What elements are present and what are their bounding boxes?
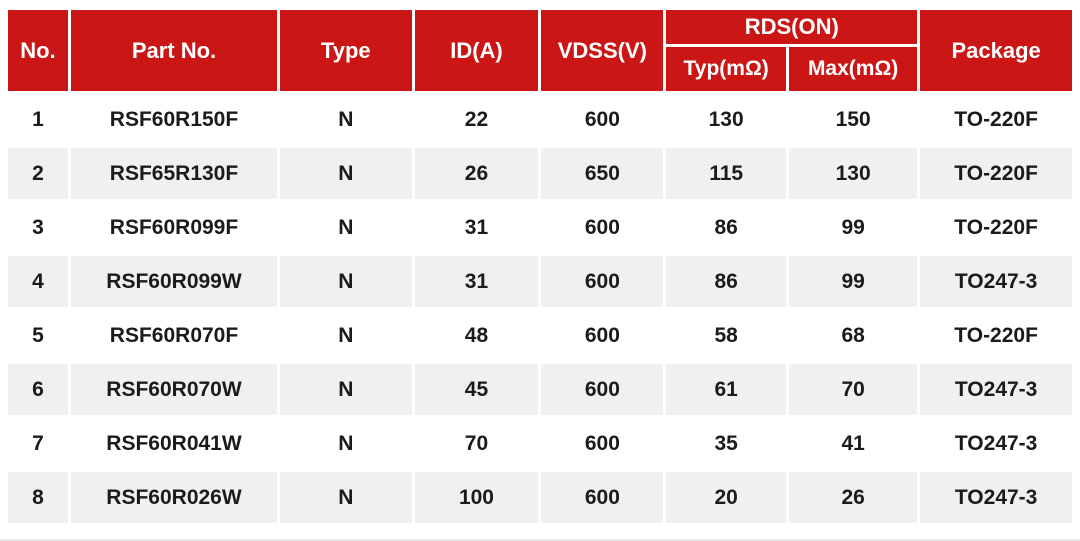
cell-package: TO-220F — [917, 145, 1075, 202]
cell-typ: 115 — [663, 145, 789, 202]
cell-package: TO247-3 — [917, 253, 1075, 310]
cell-vdss: 650 — [538, 145, 667, 202]
cell-id: 100 — [411, 469, 542, 526]
cell-no: 5 — [5, 307, 71, 364]
cell-package: TO-220F — [917, 199, 1075, 256]
cell-typ: 58 — [663, 307, 789, 364]
cell-max: 68 — [785, 307, 921, 364]
cell-id: 31 — [411, 199, 542, 256]
cell-typ: 86 — [663, 199, 789, 256]
cell-part: RSF60R099W — [67, 253, 281, 310]
cell-max: 130 — [785, 145, 921, 202]
cell-part: RSF60R026W — [67, 469, 281, 526]
table-row: 5 RSF60R070F N 48 600 58 68 TO-220F — [5, 307, 1075, 364]
cell-no: 2 — [5, 145, 71, 202]
col-header-rds-group: RDS(ON) — [663, 7, 921, 47]
cell-id: 22 — [411, 91, 542, 148]
cell-type: N — [277, 91, 415, 148]
cell-package: TO247-3 — [917, 361, 1075, 418]
col-header-id: ID(A) — [411, 7, 542, 94]
cell-no: 4 — [5, 253, 71, 310]
cell-typ: 61 — [663, 361, 789, 418]
cell-type: N — [277, 361, 415, 418]
cell-vdss: 600 — [538, 91, 667, 148]
table-row: 6 RSF60R070W N 45 600 61 70 TO247-3 — [5, 361, 1075, 418]
cell-max: 70 — [785, 361, 921, 418]
cell-no: 8 — [5, 469, 71, 526]
table-row: 3 RSF60R099F N 31 600 86 99 TO-220F — [5, 199, 1075, 256]
cell-typ: 86 — [663, 253, 789, 310]
cell-part: RSF60R070W — [67, 361, 281, 418]
cell-package: TO-220F — [917, 307, 1075, 364]
cell-type: N — [277, 415, 415, 472]
cell-vdss: 600 — [538, 253, 667, 310]
cell-id: 70 — [411, 415, 542, 472]
table-row: 1 RSF60R150F N 22 600 130 150 TO-220F — [5, 91, 1075, 148]
cell-max: 150 — [785, 91, 921, 148]
cell-type: N — [277, 469, 415, 526]
cell-typ: 130 — [663, 91, 789, 148]
col-header-type: Type — [277, 7, 415, 94]
cell-typ: 35 — [663, 415, 789, 472]
cell-package: TO-220F — [917, 91, 1075, 148]
cell-type: N — [277, 253, 415, 310]
cell-typ: 20 — [663, 469, 789, 526]
col-header-package: Package — [917, 7, 1075, 94]
cell-part: RSF60R150F — [67, 91, 281, 148]
cell-id: 31 — [411, 253, 542, 310]
cell-id: 26 — [411, 145, 542, 202]
cell-package: TO247-3 — [917, 415, 1075, 472]
cell-package: TO247-3 — [917, 469, 1075, 526]
col-header-rds-max: Max(mΩ) — [785, 44, 921, 94]
cell-max: 41 — [785, 415, 921, 472]
cell-type: N — [277, 307, 415, 364]
col-header-part-no: Part No. — [67, 7, 281, 94]
cell-vdss: 600 — [538, 307, 667, 364]
cell-vdss: 600 — [538, 469, 667, 526]
header-row-top: No. Part No. Type ID(A) VDSS(V) RDS(ON) … — [5, 7, 1075, 94]
cell-part: RSF60R070F — [67, 307, 281, 364]
cell-no: 7 — [5, 415, 71, 472]
cell-no: 1 — [5, 91, 71, 148]
table-row: 4 RSF60R099W N 31 600 86 99 TO247-3 — [5, 253, 1075, 310]
col-header-no: No. — [5, 7, 71, 94]
cell-no: 3 — [5, 199, 71, 256]
cell-max: 99 — [785, 253, 921, 310]
cell-type: N — [277, 145, 415, 202]
header-row-sub: Typ(mΩ) Max(mΩ) — [7, 44, 1074, 94]
col-header-rds-typ: Typ(mΩ) — [663, 44, 789, 94]
cell-part: RSF60R099F — [67, 199, 281, 256]
table-body: 1 RSF60R150F N 22 600 130 150 TO-220F 2 RSF65R130… — [5, 91, 1075, 526]
table-row: 8 RSF60R026W N 100 600 20 26 TO247-3 — [5, 469, 1075, 526]
cell-vdss: 600 — [538, 199, 667, 256]
cell-vdss: 600 — [538, 361, 667, 418]
cell-type: N — [277, 199, 415, 256]
table-row: 2 RSF65R130F N 26 650 115 130 TO-220F — [5, 145, 1075, 202]
cell-part: RSF65R130F — [67, 145, 281, 202]
table-header: No. Part No. Type ID(A) VDSS(V) RDS(ON) … — [5, 7, 1075, 94]
cell-no: 6 — [5, 361, 71, 418]
cell-max: 99 — [785, 199, 921, 256]
col-header-vdss: VDSS(V) — [538, 7, 667, 94]
cell-id: 48 — [411, 307, 542, 364]
cell-id: 45 — [411, 361, 542, 418]
cell-part: RSF60R041W — [67, 415, 281, 472]
mosfet-lineup-table: No. Part No. Type ID(A) VDSS(V) RDS(ON) … — [5, 7, 1075, 526]
cell-max: 26 — [785, 469, 921, 526]
cell-vdss: 600 — [538, 415, 667, 472]
table-row: 7 RSF60R041W N 70 600 35 41 TO247-3 — [5, 415, 1075, 472]
